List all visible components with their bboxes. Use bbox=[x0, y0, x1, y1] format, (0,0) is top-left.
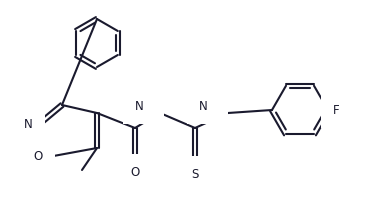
Text: S: S bbox=[191, 168, 199, 181]
Text: O: O bbox=[34, 151, 43, 164]
Text: N: N bbox=[24, 118, 33, 131]
Text: H: H bbox=[143, 99, 152, 112]
Text: H: H bbox=[207, 99, 216, 112]
Text: N: N bbox=[135, 99, 144, 112]
Text: N: N bbox=[199, 99, 208, 112]
Text: F: F bbox=[333, 104, 340, 117]
Text: O: O bbox=[130, 166, 139, 179]
